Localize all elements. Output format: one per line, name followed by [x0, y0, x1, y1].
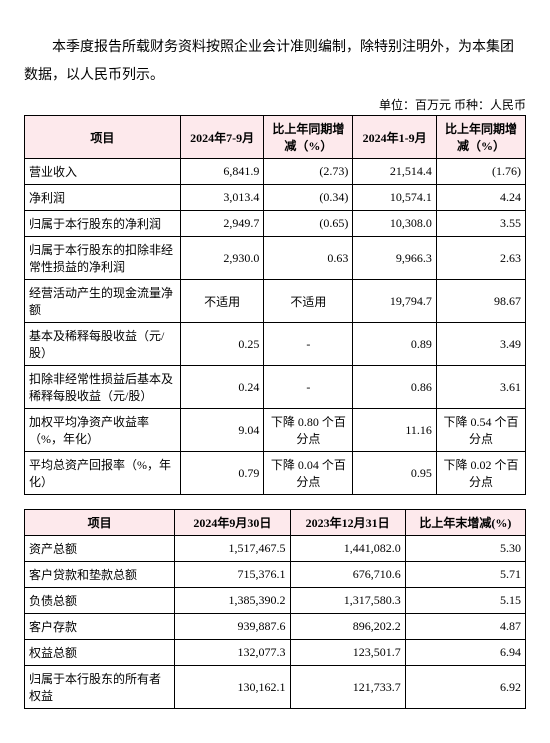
- row-value: 2,949.7: [180, 211, 263, 237]
- row-value: 676,710.6: [290, 562, 405, 588]
- table-row: 归属于本行股东的净利润2,949.7(0.65)10,308.03.55: [25, 211, 526, 237]
- table1-header: 2024年7-9月: [180, 116, 263, 159]
- row-value: -: [264, 323, 353, 366]
- row-value: 下降 0.04 个百分点: [264, 452, 353, 495]
- row-value: 1,385,390.2: [175, 588, 290, 614]
- row-value: 19,794.7: [353, 280, 436, 323]
- row-value: 10,574.1: [353, 185, 436, 211]
- row-value: 5.30: [405, 536, 525, 562]
- row-value: 4.24: [436, 185, 525, 211]
- row-label: 负债总额: [25, 588, 175, 614]
- table-row: 基本及稀释每股收益（元/股）0.25-0.893.49: [25, 323, 526, 366]
- row-value: 3.49: [436, 323, 525, 366]
- table-row: 净利润3,013.4(0.34)10,574.14.24: [25, 185, 526, 211]
- row-value: 1,441,082.0: [290, 536, 405, 562]
- row-value: 10,308.0: [353, 211, 436, 237]
- table2-header: 2023年12月31日: [290, 510, 405, 536]
- row-value: (2.73): [264, 159, 353, 185]
- table2-header: 比上年末增减(%): [405, 510, 525, 536]
- table-row: 客户贷款和垫款总额715,376.1676,710.65.71: [25, 562, 526, 588]
- row-value: 132,077.3: [175, 640, 290, 666]
- unit-line: 单位：百万元 币种：人民币: [24, 96, 526, 113]
- row-value: 0.25: [180, 323, 263, 366]
- table-row: 扣除非经常性损益后基本及稀释每股收益（元/股）0.24-0.863.61: [25, 366, 526, 409]
- table-row: 归属于本行股东的扣除非经常性损益的净利润2,930.00.639,966.32.…: [25, 237, 526, 280]
- row-value: 6.92: [405, 666, 525, 709]
- row-value: 9.04: [180, 409, 263, 452]
- row-value: 939,887.6: [175, 614, 290, 640]
- row-label: 归属于本行股东的净利润: [25, 211, 181, 237]
- row-label: 客户存款: [25, 614, 175, 640]
- row-value: 121,733.7: [290, 666, 405, 709]
- row-label: 资产总额: [25, 536, 175, 562]
- row-value: 0.89: [353, 323, 436, 366]
- row-label: 平均总资产回报率（%，年化）: [25, 452, 181, 495]
- table-row: 平均总资产回报率（%，年化）0.79下降 0.04 个百分点0.95下降 0.0…: [25, 452, 526, 495]
- row-label: 归属于本行股东的所有者权益: [25, 666, 175, 709]
- table-row: 经营活动产生的现金流量净额不适用不适用19,794.798.67: [25, 280, 526, 323]
- row-label: 净利润: [25, 185, 181, 211]
- row-value: 不适用: [180, 280, 263, 323]
- table-row: 负债总额1,385,390.21,317,580.35.15: [25, 588, 526, 614]
- row-label: 基本及稀释每股收益（元/股）: [25, 323, 181, 366]
- row-value: 2.63: [436, 237, 525, 280]
- financial-table-2: 项目2024年9月30日2023年12月31日比上年末增减(%) 资产总额1,5…: [24, 509, 526, 709]
- row-label: 归属于本行股东的扣除非经常性损益的净利润: [25, 237, 181, 280]
- row-value: 6,841.9: [180, 159, 263, 185]
- row-value: 1,317,580.3: [290, 588, 405, 614]
- intro-paragraph: 本季度报告所载财务资料按照企业会计准则编制，除特别注明外，为本集团数据，以人民币…: [24, 34, 526, 90]
- row-value: 2,930.0: [180, 237, 263, 280]
- table1-header: 2024年1-9月: [353, 116, 436, 159]
- row-value: 下降 0.80 个百分点: [264, 409, 353, 452]
- table1-header: 比上年同期增减（%）: [436, 116, 525, 159]
- row-value: 0.63: [264, 237, 353, 280]
- row-value: 21,514.4: [353, 159, 436, 185]
- table2-header: 2024年9月30日: [175, 510, 290, 536]
- table-row: 客户存款939,887.6896,202.24.87: [25, 614, 526, 640]
- row-value: 下降 0.02 个百分点: [436, 452, 525, 495]
- table1-header: 项目: [25, 116, 181, 159]
- row-label: 营业收入: [25, 159, 181, 185]
- row-label: 权益总额: [25, 640, 175, 666]
- row-value: 6.94: [405, 640, 525, 666]
- row-value: 715,376.1: [175, 562, 290, 588]
- row-label: 客户贷款和垫款总额: [25, 562, 175, 588]
- table-row: 归属于本行股东的所有者权益130,162.1121,733.76.92: [25, 666, 526, 709]
- financial-table-1: 项目2024年7-9月比上年同期增减（%）2024年1-9月比上年同期增减（%）…: [24, 115, 526, 495]
- row-value: 不适用: [264, 280, 353, 323]
- row-label: 经营活动产生的现金流量净额: [25, 280, 181, 323]
- row-value: (0.65): [264, 211, 353, 237]
- table2-header: 项目: [25, 510, 175, 536]
- row-value: 0.79: [180, 452, 263, 495]
- row-value: 下降 0.54 个百分点: [436, 409, 525, 452]
- row-label: 扣除非经常性损益后基本及稀释每股收益（元/股）: [25, 366, 181, 409]
- row-value: 4.87: [405, 614, 525, 640]
- row-value: 5.15: [405, 588, 525, 614]
- row-value: 3.55: [436, 211, 525, 237]
- row-value: 5.71: [405, 562, 525, 588]
- row-value: 98.67: [436, 280, 525, 323]
- row-value: 130,162.1: [175, 666, 290, 709]
- row-value: 123,501.7: [290, 640, 405, 666]
- row-value: 0.24: [180, 366, 263, 409]
- table-row: 加权平均净资产收益率（%，年化）9.04下降 0.80 个百分点11.16下降 …: [25, 409, 526, 452]
- table1-header: 比上年同期增减（%）: [264, 116, 353, 159]
- row-value: (1.76): [436, 159, 525, 185]
- row-value: 0.86: [353, 366, 436, 409]
- row-value: 1,517,467.5: [175, 536, 290, 562]
- row-value: 11.16: [353, 409, 436, 452]
- table-row: 营业收入6,841.9(2.73)21,514.4(1.76): [25, 159, 526, 185]
- row-value: 3,013.4: [180, 185, 263, 211]
- row-label: 加权平均净资产收益率（%，年化）: [25, 409, 181, 452]
- row-value: 9,966.3: [353, 237, 436, 280]
- row-value: (0.34): [264, 185, 353, 211]
- row-value: 3.61: [436, 366, 525, 409]
- row-value: 896,202.2: [290, 614, 405, 640]
- table-row: 权益总额132,077.3123,501.76.94: [25, 640, 526, 666]
- row-value: 0.95: [353, 452, 436, 495]
- table-row: 资产总额1,517,467.51,441,082.05.30: [25, 536, 526, 562]
- row-value: -: [264, 366, 353, 409]
